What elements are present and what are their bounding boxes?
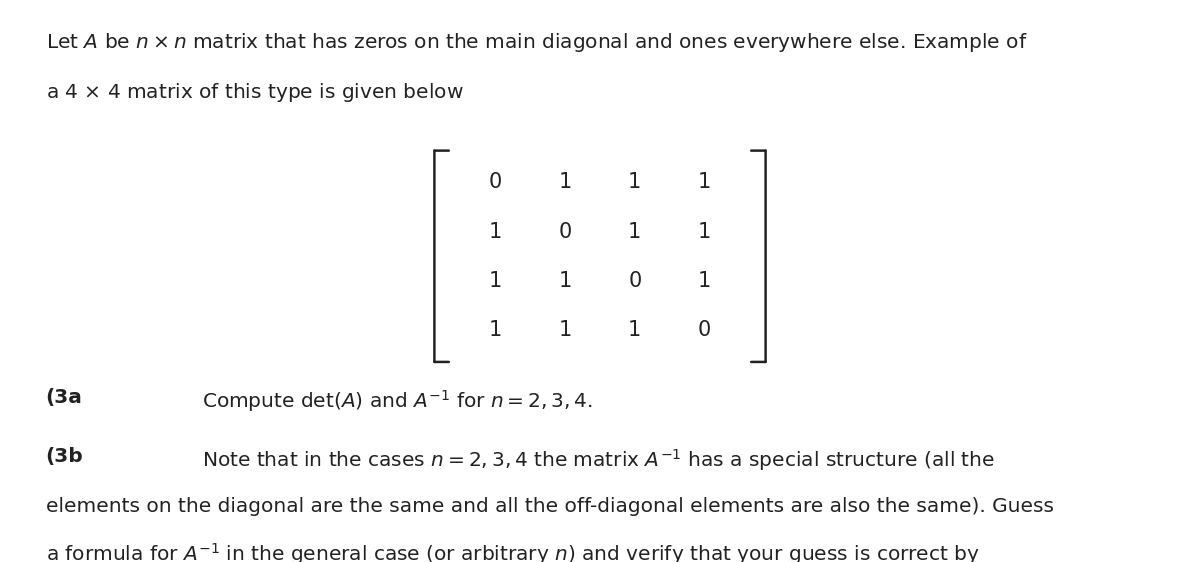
Text: Note that in the cases $n = 2, 3, 4$ the matrix $A^{-1}$ has a special structure: Note that in the cases $n = 2, 3, 4$ the… <box>202 447 995 473</box>
Text: Let $A$ be $n \times n$ matrix that has zeros on the main diagonal and ones ever: Let $A$ be $n \times n$ matrix that has … <box>46 31 1027 54</box>
Text: (3b: (3b <box>46 447 83 466</box>
Text: 1: 1 <box>488 221 503 242</box>
Text: 1: 1 <box>628 172 642 192</box>
Text: 1: 1 <box>488 320 503 341</box>
Text: 1: 1 <box>697 221 712 242</box>
Text: (3a: (3a <box>46 388 83 407</box>
Text: 1: 1 <box>558 271 572 291</box>
Text: 1: 1 <box>697 271 712 291</box>
Text: a 4 $\times$ 4 matrix of this type is given below: a 4 $\times$ 4 matrix of this type is gi… <box>46 81 463 105</box>
Text: 1: 1 <box>697 172 712 192</box>
Text: Compute det$(A)$ and $A^{-1}$ for $n = 2, 3, 4.$: Compute det$(A)$ and $A^{-1}$ for $n = 2… <box>202 388 593 414</box>
Text: 1: 1 <box>628 320 642 341</box>
Text: 1: 1 <box>558 172 572 192</box>
Text: 1: 1 <box>488 271 503 291</box>
Text: 0: 0 <box>558 221 572 242</box>
Text: elements on the diagonal are the same and all the off-diagonal elements are also: elements on the diagonal are the same an… <box>46 497 1054 516</box>
Text: 1: 1 <box>628 221 642 242</box>
Text: 0: 0 <box>488 172 503 192</box>
Text: 1: 1 <box>558 320 572 341</box>
Text: 0: 0 <box>697 320 712 341</box>
Text: a formula for $A^{-1}$ in the general case (or arbitrary $n$) and verify that yo: a formula for $A^{-1}$ in the general ca… <box>46 541 979 562</box>
Text: 0: 0 <box>628 271 642 291</box>
